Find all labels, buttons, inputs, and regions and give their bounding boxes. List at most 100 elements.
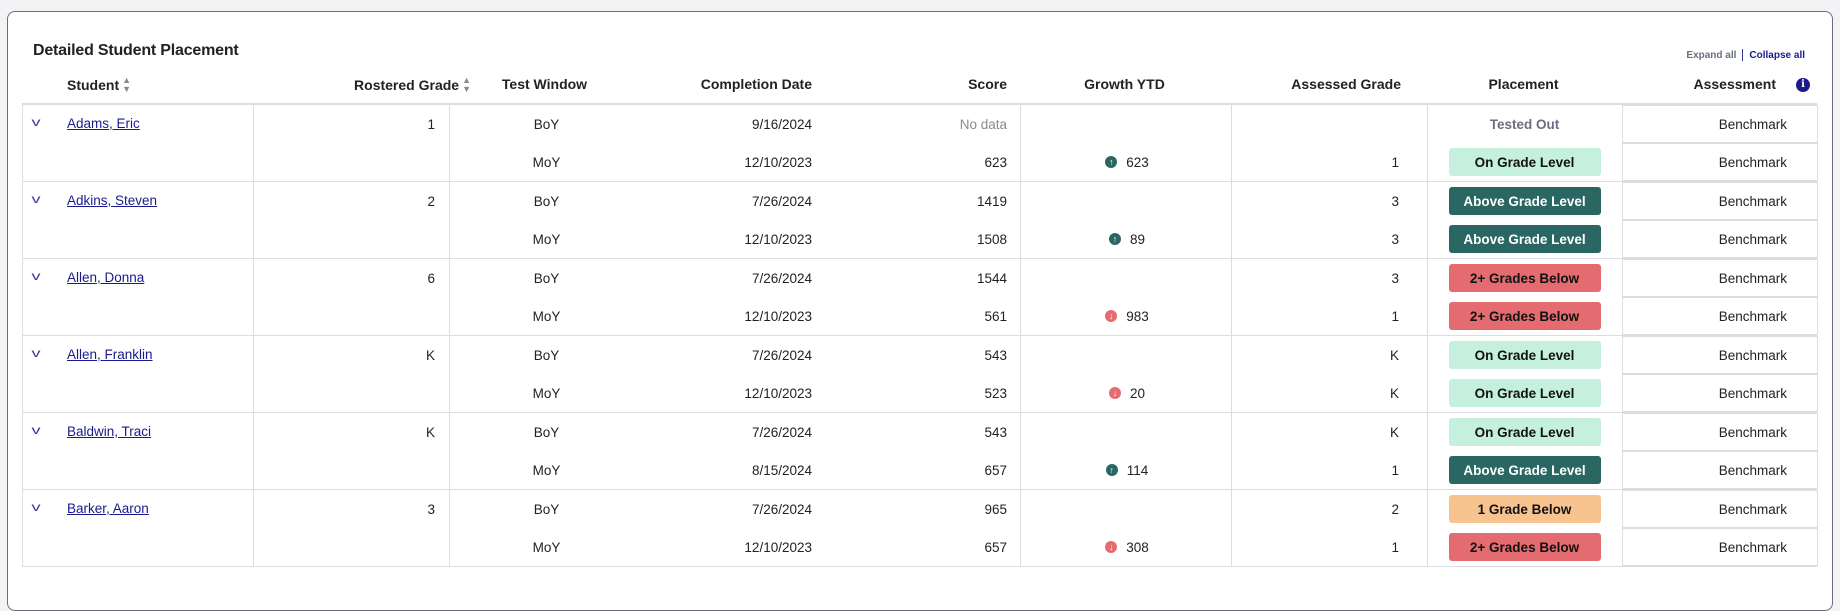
column-divider bbox=[449, 413, 450, 489]
completion-date: 12/10/2023 bbox=[744, 539, 812, 555]
student-name-link[interactable]: Allen, Franklin bbox=[67, 347, 153, 362]
expand-all-link[interactable]: Expand all bbox=[1686, 49, 1737, 61]
header-test-window: Test Window bbox=[501, 76, 588, 92]
test-window: MoY bbox=[532, 462, 561, 478]
placement: Tested Out bbox=[1427, 105, 1622, 143]
test-window: BoY bbox=[533, 424, 560, 440]
placement: On Grade Level bbox=[1427, 413, 1622, 451]
arrow-down-circle-icon: ↓ bbox=[1105, 310, 1118, 322]
sort-icon[interactable]: ▲ ▼ bbox=[462, 75, 471, 94]
score: 1508 bbox=[976, 231, 1007, 247]
assessment-cell: Benchmark bbox=[1622, 374, 1818, 412]
placement: 1 Grade Below bbox=[1427, 490, 1622, 528]
arrow-down-circle-icon: ↓ bbox=[1105, 541, 1118, 553]
completion-date: 7/26/2024 bbox=[751, 270, 812, 286]
completion-date: 12/10/2023 bbox=[744, 231, 812, 247]
placement-badge: 1 Grade Below bbox=[1448, 495, 1601, 523]
assessment-cell: Benchmark bbox=[1622, 143, 1818, 181]
placement: Above Grade Level bbox=[1427, 451, 1622, 489]
assessment-cell: Benchmark bbox=[1622, 490, 1818, 528]
chevron-down-icon[interactable]: v bbox=[31, 423, 41, 437]
completion-date: 7/26/2024 bbox=[751, 193, 812, 209]
info-icon[interactable]: i bbox=[1796, 78, 1810, 92]
header-score: Score bbox=[968, 76, 1007, 92]
column-divider bbox=[449, 336, 450, 412]
column-divider bbox=[1231, 259, 1232, 335]
placement-badge: On Grade Level bbox=[1448, 148, 1601, 176]
student-row: v Barker, Aaron 3 BoY 7/26/2024 965 2 1 Grade B… bbox=[22, 490, 1818, 567]
placement: On Grade Level bbox=[1427, 336, 1622, 374]
column-divider bbox=[1231, 413, 1232, 489]
test-window: BoY bbox=[533, 347, 560, 363]
divider bbox=[1742, 49, 1744, 61]
collapse-all-link[interactable]: Collapse all bbox=[1749, 49, 1805, 61]
rostered-grade: K bbox=[425, 347, 435, 363]
growth-value: 983 bbox=[1126, 308, 1149, 324]
chevron-down-icon[interactable]: v bbox=[31, 346, 41, 360]
growth-value: 623 bbox=[1126, 154, 1149, 170]
placement-badge: 2+ Grades Below bbox=[1448, 533, 1601, 561]
score: 543 bbox=[984, 424, 1007, 440]
student-name-link[interactable]: Allen, Donna bbox=[67, 270, 145, 285]
page-title: Detailed Student Placement bbox=[33, 42, 239, 59]
sort-icon[interactable]: ▲ ▼ bbox=[122, 75, 132, 94]
placement-badge: On Grade Level bbox=[1448, 379, 1601, 407]
assessment-cell: Benchmark bbox=[1622, 259, 1818, 297]
column-divider bbox=[449, 105, 450, 181]
chevron-down-icon[interactable]: v bbox=[31, 115, 41, 129]
column-divider bbox=[253, 182, 254, 258]
student-row: v Allen, Franklin K BoY 7/26/2024 543 K On Grad… bbox=[22, 336, 1818, 413]
expand-collapse-controls: Expand all Collapse all bbox=[1686, 49, 1805, 61]
completion-date: 12/10/2023 bbox=[744, 308, 812, 324]
score: 523 bbox=[984, 385, 1007, 401]
column-divider bbox=[1427, 490, 1428, 566]
student-name-link[interactable]: Adams, Eric bbox=[67, 116, 140, 131]
chevron-down-icon[interactable]: v bbox=[31, 500, 41, 514]
column-divider bbox=[1427, 413, 1428, 489]
student-row: v Adams, Eric 1 BoY 9/16/2024 No data Tested O… bbox=[22, 105, 1818, 182]
test-window: BoY bbox=[533, 501, 560, 517]
score: No data bbox=[959, 116, 1007, 132]
test-window: BoY bbox=[533, 270, 560, 286]
column-divider bbox=[1231, 105, 1232, 181]
arrow-up-circle-icon: ↑ bbox=[1108, 233, 1121, 245]
student-name-link[interactable]: Baldwin, Traci bbox=[67, 424, 152, 439]
growth-value: 114 bbox=[1126, 462, 1149, 478]
column-divider bbox=[253, 259, 254, 335]
assessment-cell: Benchmark bbox=[1622, 336, 1818, 374]
test-window: BoY bbox=[533, 116, 560, 132]
header-rostered-grade[interactable]: Rostered Grade ▲ ▼ bbox=[354, 76, 471, 94]
chevron-down-icon[interactable]: v bbox=[31, 269, 41, 283]
student-row: v Baldwin, Traci K BoY 7/26/2024 543 K On Grade… bbox=[22, 413, 1818, 490]
column-divider bbox=[1020, 182, 1021, 258]
column-divider bbox=[1020, 413, 1021, 489]
header-rostered-grade-label: Rostered Grade bbox=[354, 77, 460, 93]
column-divider bbox=[1020, 490, 1021, 566]
rostered-grade: 1 bbox=[427, 116, 435, 132]
chevron-down-icon[interactable]: v bbox=[31, 192, 41, 206]
table-header: Student ▲ ▼ Rostered Grade ▲ ▼ Test Window C… bbox=[22, 70, 1817, 103]
assessment-cell: Benchmark bbox=[1622, 528, 1818, 566]
placement-badge: Above Grade Level bbox=[1448, 456, 1601, 484]
column-divider bbox=[1427, 336, 1428, 412]
student-name-link[interactable]: Barker, Aaron bbox=[67, 501, 149, 516]
placement: On Grade Level bbox=[1427, 374, 1622, 412]
test-window: MoY bbox=[532, 154, 561, 170]
column-divider bbox=[1231, 490, 1232, 566]
growth-value: 89 bbox=[1129, 231, 1146, 247]
score: 1544 bbox=[976, 270, 1007, 286]
assessment-cell: Benchmark bbox=[1622, 182, 1818, 220]
column-divider bbox=[1427, 105, 1428, 181]
column-divider bbox=[449, 182, 450, 258]
assessed-grade: 3 bbox=[1391, 231, 1399, 247]
header-placement: Placement bbox=[1488, 76, 1559, 92]
growth-ytd: ↓ 983 bbox=[1023, 297, 1231, 335]
test-window: MoY bbox=[532, 539, 561, 555]
column-divider bbox=[1020, 336, 1021, 412]
placement-badge: 2+ Grades Below bbox=[1448, 302, 1601, 330]
placement-badge: 2+ Grades Below bbox=[1448, 264, 1601, 292]
growth-ytd: ↑ 89 bbox=[1023, 220, 1231, 258]
student-table: v Adams, Eric 1 BoY 9/16/2024 No data Tested O… bbox=[22, 103, 1818, 567]
student-name-link[interactable]: Adkins, Steven bbox=[67, 193, 158, 208]
header-student[interactable]: Student ▲ ▼ bbox=[67, 76, 131, 94]
